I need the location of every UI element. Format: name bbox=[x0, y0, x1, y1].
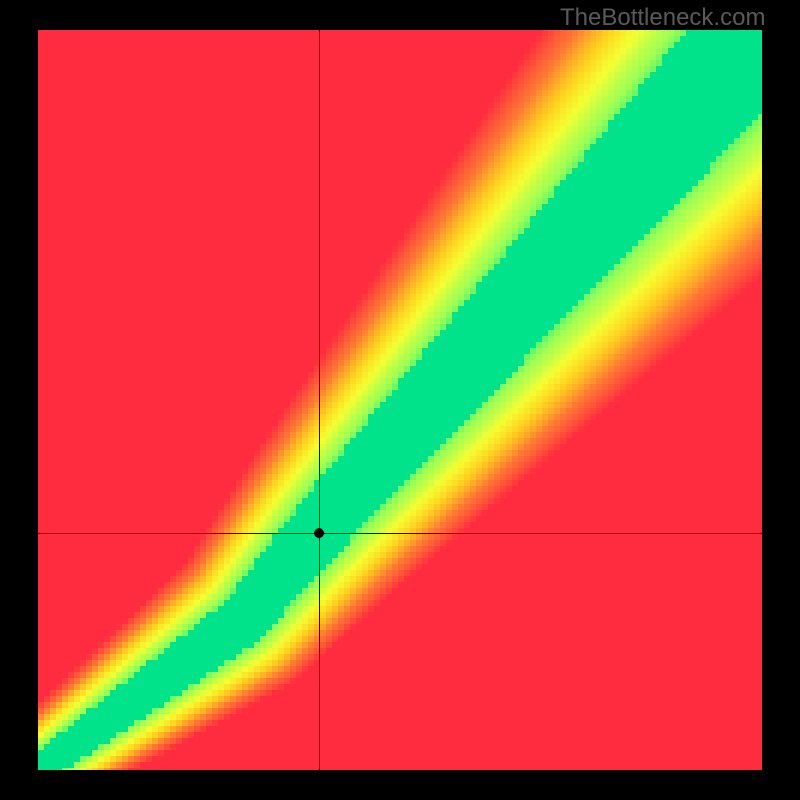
crosshair-vertical bbox=[319, 30, 320, 770]
crosshair-horizontal bbox=[38, 533, 762, 534]
plot-area bbox=[38, 30, 762, 770]
heatmap-canvas bbox=[38, 30, 762, 770]
marker-point bbox=[314, 528, 324, 538]
watermark-text: TheBottleneck.com bbox=[560, 4, 765, 32]
